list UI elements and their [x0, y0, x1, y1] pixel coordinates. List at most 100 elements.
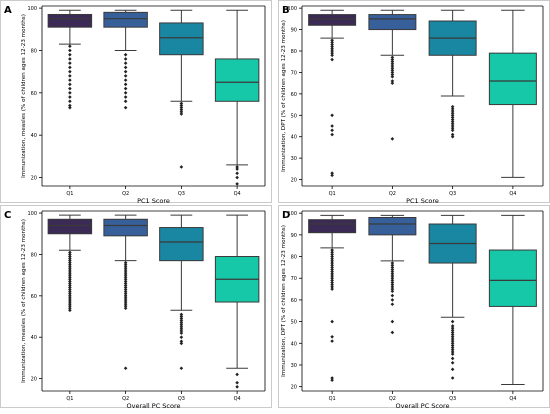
- outlier-point: [450, 126, 455, 130]
- outlier-point: [330, 57, 334, 62]
- x-axis-label: Overall PC Score: [395, 402, 449, 410]
- outlier-point: [450, 347, 455, 352]
- outlier-point: [68, 105, 72, 110]
- box-iqr: [103, 218, 148, 237]
- outlier-point: [330, 51, 334, 55]
- box-iqr: [159, 22, 204, 56]
- outlier-point: [390, 79, 395, 83]
- outlier-point: [450, 117, 455, 122]
- y-tick-label: 100: [287, 6, 297, 12]
- outlier-point: [450, 328, 455, 333]
- outlier-point: [330, 42, 334, 47]
- outlier-point: [450, 128, 455, 133]
- outlier-point: [179, 341, 184, 346]
- outlier-point: [390, 282, 395, 287]
- box-iqr: [159, 227, 204, 262]
- outlier-point: [68, 91, 72, 95]
- outlier-point: [68, 306, 72, 311]
- outlier-point: [390, 289, 395, 294]
- box-iqr: [488, 249, 537, 307]
- outlier-point: [390, 302, 395, 307]
- outlier-point: [68, 277, 72, 282]
- box-iqr: [103, 11, 148, 28]
- y-axis-label: Immunization, measles (% of children age…: [21, 219, 27, 383]
- box-iqr: [368, 217, 417, 236]
- outlier-point: [68, 260, 72, 265]
- outlier-point: [450, 104, 455, 109]
- outlier-point: [179, 329, 184, 333]
- outlier-point: [390, 66, 395, 70]
- outlier-point: [123, 306, 128, 311]
- outlier-point: [123, 273, 128, 277]
- y-tick-label: 80: [31, 48, 37, 54]
- box-q1: [47, 214, 93, 313]
- outlier-point: [123, 275, 128, 280]
- y-tick-label: 90: [291, 28, 297, 34]
- panel-letter: A: [4, 5, 12, 16]
- outlier-point: [179, 107, 184, 112]
- outlier-point: [68, 258, 72, 263]
- outlier-point: [179, 103, 184, 108]
- outlier-point: [68, 78, 72, 82]
- panel-c: 20 40 60 80 100 Q1 Q2 Q3 Q4 Overall PC Score Immun…: [0, 205, 272, 410]
- outlier-point: [123, 86, 128, 91]
- outlier-point: [68, 95, 72, 99]
- outlier-point: [390, 263, 395, 268]
- outlier-point: [123, 302, 128, 306]
- outlier-point: [179, 320, 184, 325]
- outlier-point: [179, 316, 184, 321]
- outlier-point: [123, 78, 128, 82]
- box-iqr: [488, 52, 537, 106]
- outlier-point: [235, 171, 239, 176]
- outlier-point: [68, 294, 72, 298]
- y-tick-label: 20: [31, 176, 37, 182]
- outlier-point: [123, 291, 128, 296]
- outlier-point: [390, 265, 395, 270]
- outlier-point: [330, 276, 334, 281]
- outlier-point: [330, 319, 334, 324]
- x-tick-label: Q1: [329, 191, 336, 197]
- outlier-point: [330, 267, 334, 272]
- outlier-point: [330, 250, 334, 255]
- outlier-point: [179, 339, 184, 344]
- box-q3: [428, 9, 477, 139]
- y-axis-label: Immunization, measles (% of children age…: [21, 14, 27, 178]
- outlier-point: [179, 105, 184, 110]
- outlier-point: [330, 287, 334, 291]
- y-tick-label: 40: [291, 341, 297, 347]
- outlier-point: [330, 282, 334, 287]
- outlier-point: [235, 372, 239, 377]
- outlier-point: [450, 332, 455, 337]
- outlier-point: [330, 128, 334, 133]
- outlier-point: [390, 298, 395, 302]
- outlier-point: [330, 274, 334, 278]
- y-tick-label: 30: [291, 156, 297, 162]
- outlier-point: [330, 261, 334, 265]
- outlier-point: [390, 59, 395, 64]
- outlier-point: [123, 283, 128, 288]
- outlier-point: [68, 48, 72, 53]
- outlier-point: [179, 312, 184, 317]
- y-tick-label: 50: [291, 320, 297, 326]
- outlier-point: [123, 271, 128, 275]
- outlier-point: [123, 82, 128, 87]
- outlier-point: [123, 267, 128, 271]
- outlier-point: [330, 47, 334, 51]
- outlier-point: [68, 287, 72, 292]
- x-tick-label: Q3: [449, 396, 456, 402]
- outlier-point: [450, 113, 455, 118]
- outlier-point: [68, 256, 72, 261]
- x-tick-label: Q2: [122, 191, 129, 197]
- outlier-point: [123, 294, 128, 298]
- outlier-point: [68, 265, 72, 269]
- outlier-point: [450, 109, 455, 113]
- outlier-point: [450, 324, 455, 328]
- outlier-point: [390, 330, 395, 335]
- outlier-point: [450, 134, 455, 139]
- outlier-point: [450, 339, 455, 343]
- outlier-point: [235, 182, 239, 186]
- y-tick-label: 80: [291, 255, 297, 261]
- outlier-point: [330, 132, 334, 137]
- outlier-point: [68, 250, 72, 255]
- outlier-point: [450, 132, 455, 137]
